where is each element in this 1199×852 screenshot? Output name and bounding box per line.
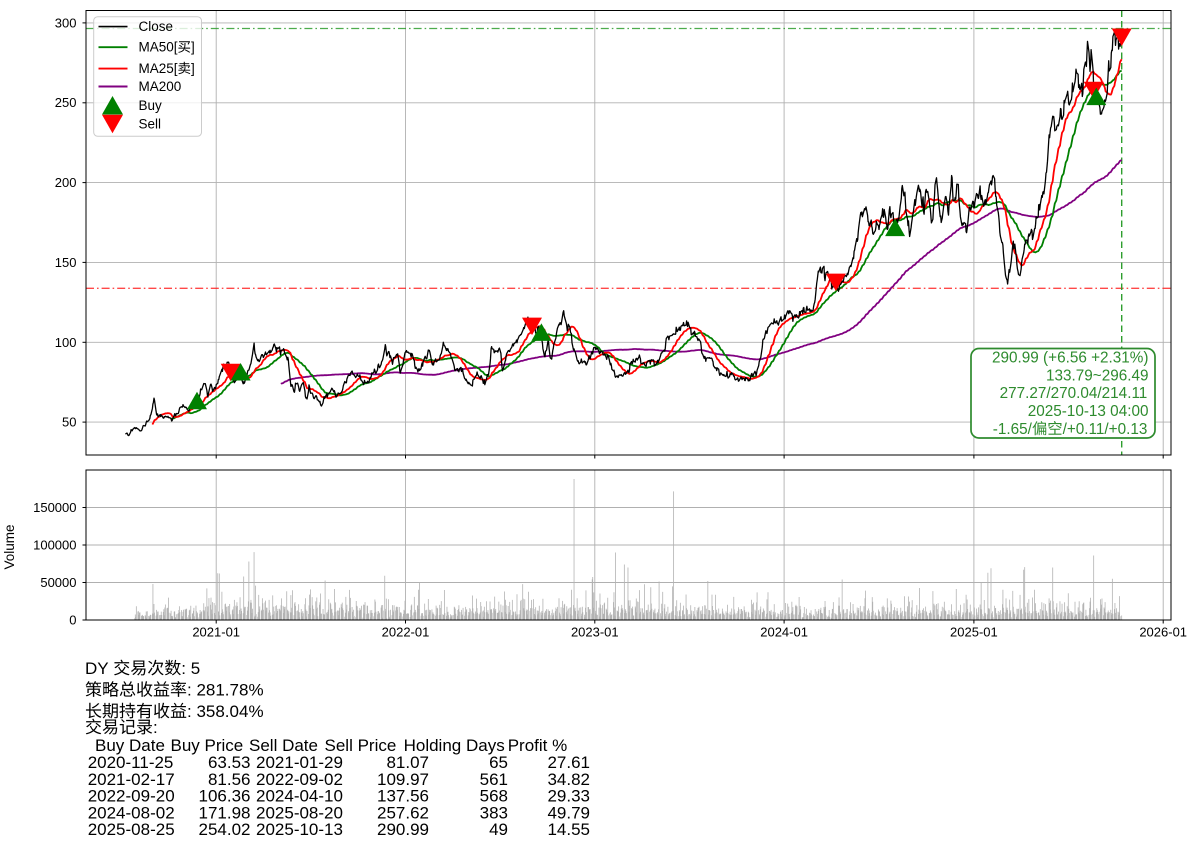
svg-text:133.79~296.49: 133.79~296.49 [1046,367,1149,384]
svg-text:561: 561 [480,770,508,789]
svg-text:254.02: 254.02 [199,820,251,839]
svg-text:Sell Price: Sell Price [325,736,397,755]
svg-text:49: 49 [489,820,508,839]
svg-text:290.99: 290.99 [377,820,429,839]
svg-text:MA200: MA200 [139,79,182,94]
svg-text:2021-01: 2021-01 [192,625,240,640]
svg-text:50: 50 [62,415,76,430]
svg-text:Sell: Sell [139,116,162,131]
svg-text:DY: DY [85,659,109,678]
svg-text:100000: 100000 [33,538,76,553]
svg-text:: 5: : 5 [181,659,200,678]
svg-text:109.97: 109.97 [377,770,429,789]
svg-text:Sell Date: Sell Date [249,736,318,755]
svg-text:2025-08-20: 2025-08-20 [256,803,343,822]
svg-text:171.98: 171.98 [199,803,251,822]
svg-text:2025-10-13: 2025-10-13 [256,820,343,839]
svg-text:2022-09-20: 2022-09-20 [88,787,175,806]
svg-text:]: ] [191,61,195,76]
svg-text:Buy: Buy [139,98,163,113]
svg-text:Holding Days: Holding Days [404,736,505,755]
svg-text:: 281.78%: : 281.78% [187,681,264,700]
svg-text:150000: 150000 [33,500,76,515]
svg-text:65: 65 [489,753,508,772]
svg-text:Buy Price: Buy Price [171,736,244,755]
svg-text:2025-10-13 04:00: 2025-10-13 04:00 [1028,403,1149,420]
svg-text:200: 200 [55,175,77,190]
svg-text:2022-09-02: 2022-09-02 [256,770,343,789]
svg-text:27.61: 27.61 [547,753,590,772]
svg-text:: 358.04%: : 358.04% [187,702,264,721]
svg-text:50000: 50000 [40,575,76,590]
svg-text:300: 300 [55,15,77,30]
svg-text:2024-01: 2024-01 [760,625,808,640]
svg-text:Volume: Volume [2,524,17,569]
svg-text:81.07: 81.07 [386,753,429,772]
svg-text:81.56: 81.56 [208,770,251,789]
svg-text:34.82: 34.82 [547,770,590,789]
svg-text:2021-01-29: 2021-01-29 [256,753,343,772]
svg-text:29.33: 29.33 [547,787,590,806]
svg-text:257.62: 257.62 [377,803,429,822]
svg-text:2024-08-02: 2024-08-02 [88,803,175,822]
svg-text:MA50[: MA50[ [139,40,178,55]
svg-text:-1.65/: -1.65/ [993,421,1033,438]
svg-text:Profit %: Profit % [508,736,568,755]
svg-text:250: 250 [55,95,77,110]
svg-text:2025-08-25: 2025-08-25 [88,820,175,839]
svg-text:Close: Close [139,19,174,34]
svg-text:100: 100 [55,335,77,350]
svg-text:]: ] [191,40,195,55]
svg-text:2024-04-10: 2024-04-10 [256,787,343,806]
svg-text:568: 568 [480,787,508,806]
svg-text:49.79: 49.79 [547,803,590,822]
svg-text:Buy Date: Buy Date [95,736,165,755]
svg-text:MA25[: MA25[ [139,61,178,76]
svg-text:277.27/270.04/214.11: 277.27/270.04/214.11 [1000,385,1148,402]
svg-text::: : [153,718,158,737]
svg-text:0: 0 [69,613,76,628]
svg-text:290.99 (+6.56 +2.31%): 290.99 (+6.56 +2.31%) [992,349,1149,366]
svg-text:2021-02-17: 2021-02-17 [88,770,175,789]
svg-text:383: 383 [480,803,508,822]
svg-text:2025-01: 2025-01 [950,625,998,640]
svg-text:14.55: 14.55 [547,820,590,839]
svg-text:63.53: 63.53 [208,753,251,772]
svg-text:106.36: 106.36 [199,787,251,806]
svg-text:137.56: 137.56 [377,787,429,806]
svg-text:2020-11-25: 2020-11-25 [88,753,174,772]
svg-text:150: 150 [55,255,77,270]
svg-text:2026-01: 2026-01 [1139,625,1187,640]
svg-text:2022-01: 2022-01 [382,625,430,640]
svg-text:2023-01: 2023-01 [571,625,619,640]
svg-text:/+0.11/+0.13: /+0.11/+0.13 [1063,421,1148,438]
